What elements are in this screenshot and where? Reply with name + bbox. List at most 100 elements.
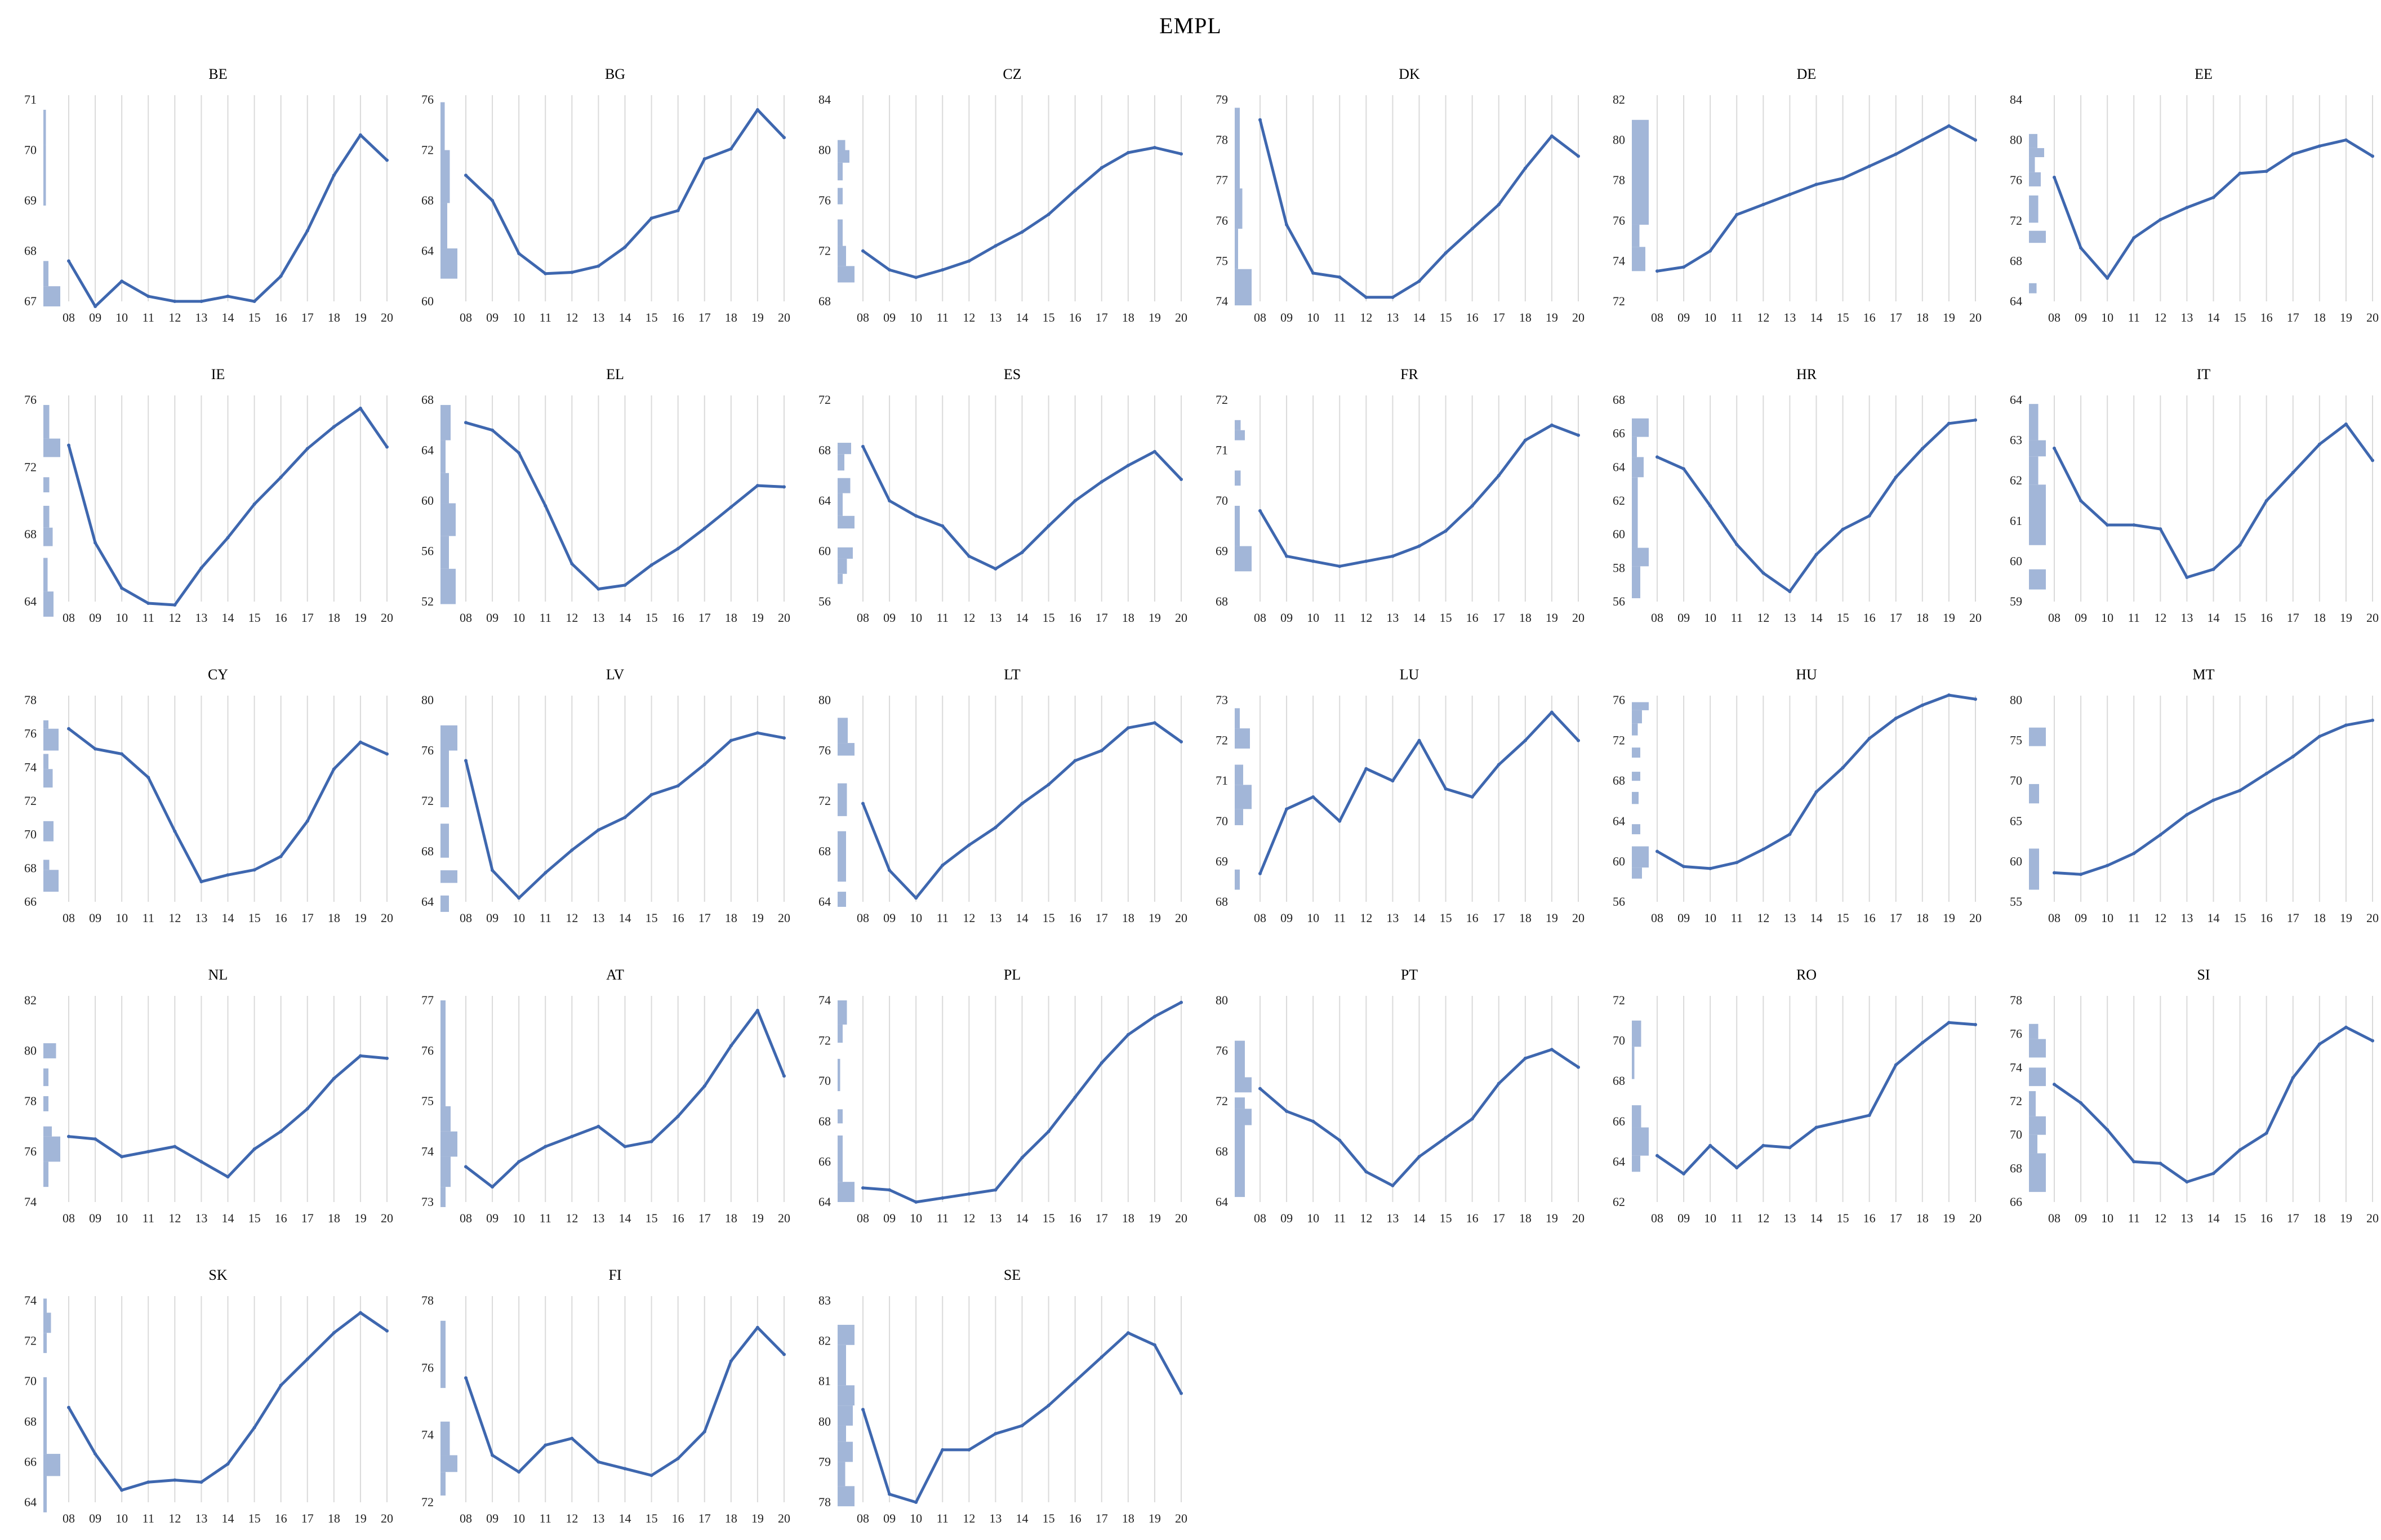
distribution-bar (838, 1109, 843, 1124)
data-point (1497, 474, 1501, 478)
chart-title: CY (208, 666, 228, 683)
x-tick-label: 13 (195, 611, 207, 625)
x-tick-label: 12 (963, 1511, 975, 1525)
distribution-bar (43, 477, 50, 493)
x-tick-label: 10 (115, 1211, 128, 1225)
x-tick-label: 14 (2208, 611, 2220, 625)
y-tick-label: 75 (2010, 733, 2022, 747)
x-tick-label: 11 (1334, 1211, 1346, 1225)
data-point (358, 406, 362, 410)
y-tick-label: 68 (1216, 1145, 1228, 1159)
x-tick-label: 15 (1837, 611, 1849, 625)
data-point (1708, 866, 1712, 870)
distribution-bar (838, 783, 847, 816)
data-point (1338, 1138, 1342, 1142)
data-point (941, 524, 945, 528)
data-point (544, 1443, 548, 1447)
x-tick-label: 17 (301, 310, 314, 324)
x-tick-label: 11 (937, 1211, 949, 1225)
distribution-bar (838, 558, 847, 574)
chart-title: NL (208, 967, 228, 983)
data-point (1788, 193, 1792, 197)
x-tick-label: 08 (1254, 611, 1266, 625)
data-point (120, 586, 124, 590)
chart-title: ES (1004, 366, 1021, 382)
data-point (491, 1185, 495, 1189)
data-point (941, 1196, 945, 1200)
y-tick-label: 76 (24, 1145, 37, 1159)
data-point (1391, 295, 1395, 299)
distribution-bar (838, 892, 846, 907)
data-point (1470, 1117, 1474, 1121)
x-tick-label: 11 (937, 911, 949, 925)
data-point (1761, 571, 1765, 575)
x-tick-label: 14 (619, 1511, 631, 1525)
distribution-bar (838, 1385, 855, 1406)
x-tick-label: 14 (2208, 911, 2220, 925)
chart-title: LV (606, 666, 624, 683)
chart-panel-sk: SK 64 66 68 70 72 74 08 09 10 11 12 13 14 15 16 17 18 19 20 (8, 1260, 393, 1525)
y-tick-label: 76 (818, 744, 831, 758)
data-point (226, 1175, 230, 1179)
data-point (1867, 737, 1871, 741)
data-point (597, 828, 600, 832)
data-point (146, 776, 150, 780)
chart-panel-fi: FI 72 74 76 78 08 09 10 11 12 13 14 15 16 17 18 19 20 (406, 1260, 790, 1525)
distribution-bar (838, 162, 843, 181)
data-point (94, 1452, 97, 1456)
data-point (517, 251, 521, 255)
data-point (702, 527, 706, 531)
distribution-bar (2029, 484, 2046, 545)
x-tick-label: 15 (2234, 611, 2246, 625)
data-point (2291, 1076, 2295, 1080)
data-point (1735, 1166, 1739, 1170)
distribution-bar (440, 1472, 446, 1496)
y-tick-label: 64 (1613, 814, 1625, 828)
data-point (649, 216, 653, 220)
x-tick-label: 15 (646, 310, 658, 324)
chart-panel-fr: FR 68 69 70 71 72 08 09 10 11 12 13 14 15 16 17 18 19 20 (1200, 359, 1585, 625)
x-tick-label: 18 (1122, 1511, 1134, 1525)
y-tick-label: 76 (421, 1044, 434, 1058)
distribution-bar (838, 1135, 843, 1182)
distribution-bar (1632, 824, 1640, 835)
chart-panel-hr: HR 56 58 60 62 64 66 68 08 09 10 11 12 13 14 15 16 17 18 19… (1597, 359, 1982, 625)
x-tick-label: 10 (2101, 1211, 2113, 1225)
y-tick-label: 72 (1613, 993, 1625, 1007)
y-tick-label: 66 (2010, 1195, 2022, 1209)
x-tick-label: 12 (566, 1211, 578, 1225)
y-tick-label: 56 (1613, 894, 1625, 909)
x-tick-label: 16 (1069, 1511, 1082, 1525)
x-tick-label: 10 (2101, 611, 2113, 625)
x-tick-label: 17 (1096, 911, 1108, 925)
data-point (1920, 138, 1924, 142)
x-tick-label: 19 (2340, 1211, 2352, 1225)
y-tick-label: 60 (2010, 854, 2022, 868)
distribution-bar (2029, 1039, 2046, 1058)
data-point (226, 295, 230, 299)
y-tick-label: 68 (818, 1114, 831, 1128)
distribution-bar (1632, 1105, 1641, 1128)
y-tick-label: 59 (2010, 594, 2022, 608)
chart-title: SI (2197, 967, 2210, 983)
distribution-bar (440, 203, 447, 249)
x-tick-label: 18 (328, 611, 340, 625)
y-tick-label: 80 (2010, 693, 2022, 707)
x-tick-label: 18 (1916, 1211, 1929, 1225)
x-tick-label: 08 (63, 611, 75, 625)
data-point (1285, 222, 1289, 226)
data-point (570, 1436, 574, 1440)
x-tick-label: 08 (460, 1511, 472, 1525)
x-tick-label: 09 (883, 911, 896, 925)
distribution-bar (43, 1298, 47, 1313)
distribution-bar (1632, 437, 1637, 457)
x-tick-label: 15 (1440, 911, 1452, 925)
chart-panel-pl: PL 64 66 68 70 72 74 08 09 10 11 12 13 14 15 16 17 18 19 20 (803, 960, 1187, 1225)
data-point (1735, 861, 1739, 865)
data-point (2371, 459, 2374, 462)
data-point (2371, 718, 2374, 722)
page-title: EMPL (1159, 13, 1222, 38)
data-point (279, 274, 283, 278)
data-point (358, 740, 362, 744)
x-tick-label: 13 (195, 1511, 207, 1525)
